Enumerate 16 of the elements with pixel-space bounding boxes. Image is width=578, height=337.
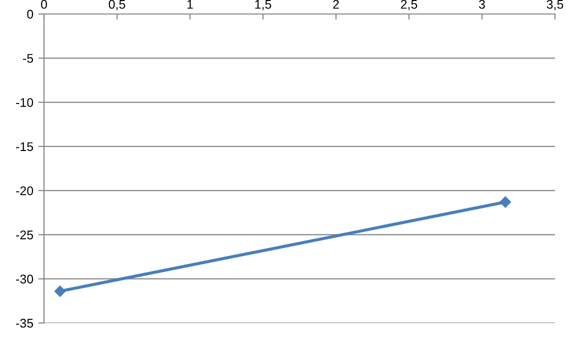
y-tick-label: -30 <box>16 274 34 284</box>
y-tick-label: -25 <box>16 230 34 240</box>
x-tick-label: 0,5 <box>108 0 126 10</box>
y-tick-label: -10 <box>16 98 34 107</box>
y-tick-label: 0 <box>27 10 34 19</box>
x-tick-label: 1,5 <box>255 0 272 10</box>
x-tick-label: 3,5 <box>546 0 564 10</box>
y-tick-label: -5 <box>23 54 34 63</box>
x-tick-label: 2,5 <box>400 0 418 10</box>
x-tick-label: 0 <box>41 0 47 9</box>
x-tick-label: 3 <box>479 0 485 9</box>
x-tick-label: 2 <box>333 0 339 9</box>
x-tick-label: 1 <box>187 0 193 9</box>
y-tick-label: -20 <box>16 186 34 196</box>
y-tick-label: -15 <box>16 142 34 152</box>
y-tick-label: -35 <box>16 318 34 328</box>
